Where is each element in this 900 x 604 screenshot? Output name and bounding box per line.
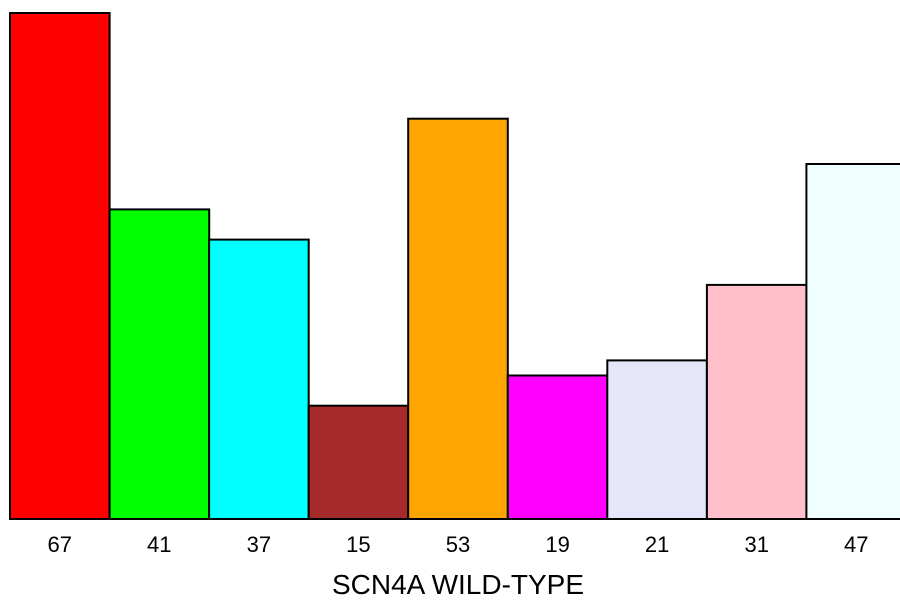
- x-tick-label: 19: [545, 532, 569, 557]
- x-tick-label: 37: [247, 532, 271, 557]
- bar-37: [208, 238, 310, 520]
- x-tick-label: 67: [48, 532, 72, 557]
- x-tick-label: 31: [744, 532, 768, 557]
- x-tick-label: 53: [446, 532, 470, 557]
- bar-15: [307, 404, 410, 521]
- bar-21: [606, 359, 708, 520]
- bar-53: [407, 117, 509, 520]
- x-tick-labels: 67 41 37 15 53 19 21 31 47: [48, 532, 869, 557]
- bar-group: [9, 12, 900, 521]
- bar-31: [705, 283, 808, 520]
- bar-19: [506, 374, 609, 520]
- bar-47: [805, 163, 900, 520]
- x-tick-label: 21: [645, 532, 669, 557]
- bar-67: [9, 12, 111, 520]
- bar-41: [108, 208, 211, 520]
- x-tick-label: 41: [147, 532, 171, 557]
- x-axis-title: SCN4A WILD-TYPE: [332, 569, 584, 600]
- x-tick-label: 15: [346, 532, 370, 557]
- x-tick-label: 47: [844, 532, 868, 557]
